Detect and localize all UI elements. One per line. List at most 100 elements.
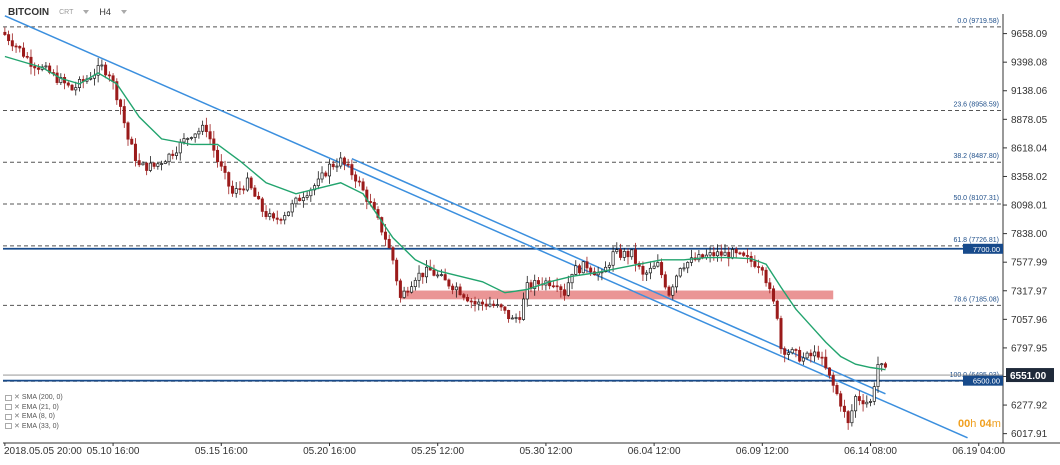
candle-body xyxy=(764,269,768,284)
close-icon[interactable]: ✕ xyxy=(14,422,20,430)
indicator-label: EMA (21, 0) xyxy=(21,403,59,411)
candle-body xyxy=(522,298,526,320)
indicator-settings-icon[interactable] xyxy=(5,394,12,401)
candle-body xyxy=(346,163,350,166)
candle-body xyxy=(652,265,656,269)
candle-body xyxy=(335,165,339,168)
candle-body xyxy=(615,249,619,253)
candle-body xyxy=(760,267,764,271)
candle-body xyxy=(22,47,26,57)
candle-body xyxy=(484,303,488,307)
indicator-settings-icon[interactable] xyxy=(5,423,12,430)
candle-body xyxy=(648,267,652,274)
time-tick-label: 06.09 12:00 xyxy=(736,446,789,457)
price-tick-label: 8618.04 xyxy=(1011,143,1048,154)
price-level-tag xyxy=(963,243,1003,254)
candle-body xyxy=(495,304,499,306)
candle-body xyxy=(193,133,197,138)
ema-lines xyxy=(4,55,886,371)
price-tick-label: 6277.92 xyxy=(1011,401,1048,412)
candle-body xyxy=(126,122,130,140)
candle-body xyxy=(641,266,645,275)
indicator-settings-icon[interactable] xyxy=(5,413,12,420)
indicator-row[interactable]: ✕ EMA (33, 0) xyxy=(5,422,63,432)
candle-body xyxy=(413,279,417,288)
candle-body xyxy=(533,280,537,289)
candle-body xyxy=(633,249,637,264)
fib-level-label: 0.0 (9719.58) xyxy=(957,18,999,25)
close-icon[interactable]: ✕ xyxy=(14,394,20,401)
price-level-tag-label: 6500.00 xyxy=(973,377,1000,386)
chevron-down-icon[interactable] xyxy=(120,10,127,14)
candle-body xyxy=(357,180,361,183)
symbol-label[interactable]: BITCOIN xyxy=(8,6,50,18)
candle-body xyxy=(238,188,242,190)
candle-body xyxy=(607,264,611,268)
candle-body xyxy=(462,294,466,298)
close-icon[interactable]: ✕ xyxy=(14,413,20,420)
candle-body xyxy=(145,162,149,171)
candle-body xyxy=(682,267,686,270)
candle-body xyxy=(186,138,190,140)
price-tick-label: 7577.99 xyxy=(1011,258,1048,269)
candle-body xyxy=(742,252,746,256)
candle-body xyxy=(876,364,880,387)
chart-toolbar: BITCOIN CRT H4 xyxy=(0,0,127,24)
candle-body xyxy=(380,217,384,233)
candle-body xyxy=(712,252,716,257)
price-level-tag xyxy=(963,375,1003,386)
candle-body xyxy=(7,34,11,42)
indicator-row[interactable]: ✕ SMA (200, 0) xyxy=(5,393,63,403)
candle-body xyxy=(327,163,331,177)
close-icon[interactable]: ✕ xyxy=(14,403,20,411)
candle-body xyxy=(219,161,223,167)
time-axis: 2018.05.05 20:00 05.10 16:00 05.15 16:00 05… xyxy=(3,442,1060,457)
candle-body xyxy=(835,385,839,395)
timeframe-label[interactable]: H4 xyxy=(99,7,111,17)
candle-body xyxy=(596,272,600,276)
candle-body xyxy=(577,265,581,274)
candle-body xyxy=(253,187,257,197)
price-tick-label: 7057.96 xyxy=(1011,315,1048,326)
candle-body xyxy=(89,77,93,80)
fib-level-label: 61.8 (7726.81) xyxy=(953,237,999,244)
candle-body xyxy=(854,396,858,412)
candle-body xyxy=(107,74,111,77)
candle-body xyxy=(272,213,276,219)
candle-body xyxy=(559,286,563,291)
indicator-row[interactable]: ✕ EMA (21, 0) xyxy=(5,403,63,413)
candle-body xyxy=(585,261,589,269)
candle-body xyxy=(10,40,14,47)
candle-body xyxy=(18,46,22,49)
candle-body xyxy=(555,285,559,288)
candle-body xyxy=(208,131,212,140)
candle-body xyxy=(503,306,507,311)
candle-body xyxy=(619,249,623,258)
candle-body xyxy=(719,251,723,256)
candle-body xyxy=(268,213,272,217)
candle-body xyxy=(514,317,518,319)
candle-body xyxy=(70,84,74,91)
time-tick-label: 06.04 12:00 xyxy=(628,446,681,457)
candle-body xyxy=(279,219,283,221)
price-tick-label: 7838.00 xyxy=(1011,229,1048,240)
candle-body xyxy=(880,363,884,366)
candle-body xyxy=(861,400,865,405)
chevron-down-icon[interactable] xyxy=(83,10,90,14)
candle-body xyxy=(839,393,843,407)
candle-body xyxy=(275,217,279,220)
time-tick-label: 05.10 16:00 xyxy=(87,446,140,457)
time-tick-label: 2018.05.05 20:00 xyxy=(4,446,82,457)
candle-body xyxy=(816,351,820,358)
candle-body xyxy=(869,401,873,403)
candle-body xyxy=(96,65,100,76)
candle-body xyxy=(574,265,578,275)
candle-body xyxy=(171,153,175,156)
candle-body xyxy=(507,309,511,320)
candle-body xyxy=(783,348,787,355)
indicator-row[interactable]: ✕ EMA (8, 0) xyxy=(5,412,63,422)
indicator-settings-icon[interactable] xyxy=(5,404,12,411)
candle-body xyxy=(745,255,749,257)
candle-body xyxy=(298,197,302,202)
